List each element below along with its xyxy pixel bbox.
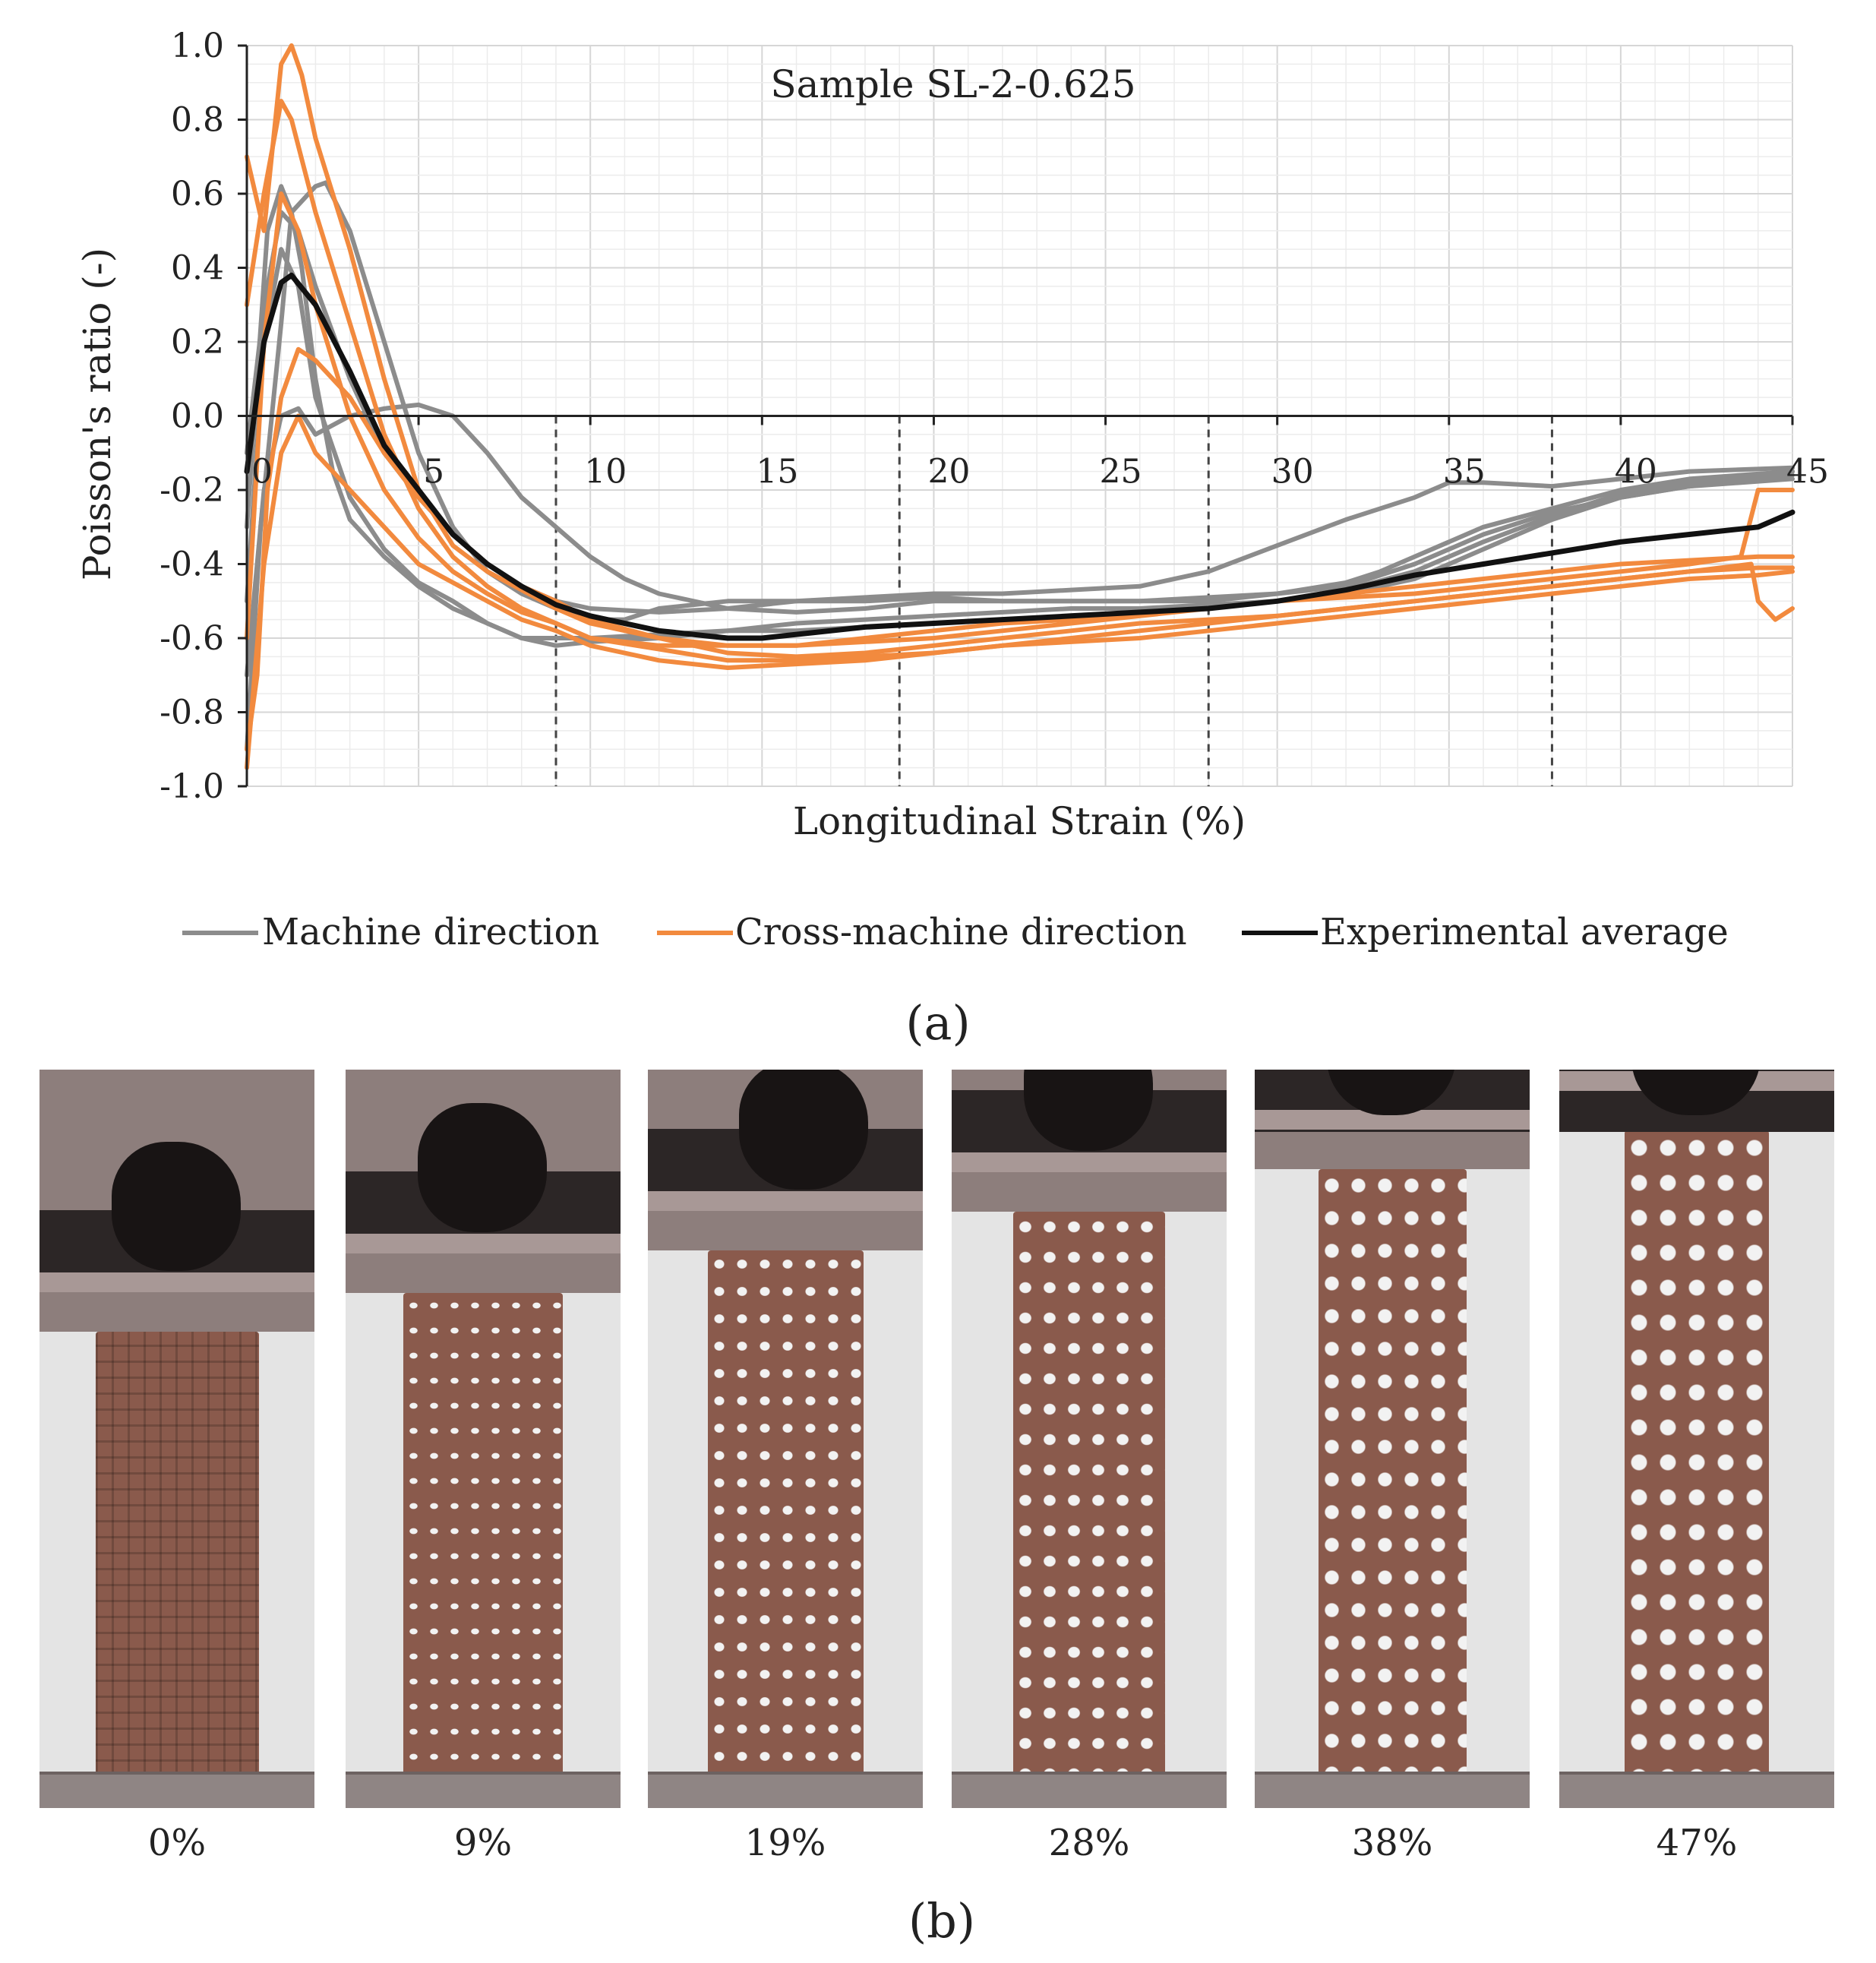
panel-label-a: (a) bbox=[905, 995, 971, 1051]
strain-photo bbox=[952, 1070, 1227, 1808]
lower-clamp bbox=[346, 1772, 621, 1808]
chart-legend: Machine direction Cross-machine directio… bbox=[182, 911, 1729, 953]
auxetic-sample-strip bbox=[708, 1250, 864, 1778]
series-line-machine bbox=[245, 210, 1795, 752]
chart-series bbox=[244, 43, 1795, 770]
series-line-cross bbox=[245, 99, 1795, 663]
strain-photo bbox=[648, 1070, 923, 1808]
auxetic-sample-strip bbox=[403, 1293, 563, 1778]
strain-caption: 9% bbox=[453, 1822, 513, 1864]
y-tick-label: 0.8 bbox=[171, 101, 224, 140]
y-tick-label: 0.0 bbox=[171, 397, 224, 436]
x-tick-label: 10 bbox=[584, 453, 627, 492]
x-tick-label: 40 bbox=[1615, 453, 1657, 492]
x-tick-label: 5 bbox=[423, 453, 444, 492]
series-line-cross bbox=[245, 413, 1795, 770]
x-axis-title: Longitudinal Strain (%) bbox=[793, 799, 1246, 843]
auxetic-sample-strip bbox=[1013, 1212, 1165, 1778]
poissons-ratio-chart: 1.0 0.8 0.6 0.4 0.2 0.0 -0.2 -0.4 -0.6 -0.8 -1.0 0 5… bbox=[75, 27, 1829, 953]
auxetic-sample-strip bbox=[96, 1332, 259, 1778]
y-tick-label: -0.2 bbox=[159, 471, 224, 510]
lower-clamp bbox=[39, 1772, 314, 1808]
upper-clamp-plate bbox=[952, 1152, 1227, 1172]
legend-label-average: Experimental average bbox=[1320, 911, 1729, 953]
strain-caption: 38% bbox=[1351, 1822, 1433, 1864]
auxetic-sample-strip bbox=[1625, 1130, 1769, 1778]
legend-label-machine: Machine direction bbox=[262, 911, 599, 953]
strain-caption: 19% bbox=[744, 1822, 826, 1864]
chart-axes: 1.0 0.8 0.6 0.4 0.2 0.0 -0.2 -0.4 -0.6 -0.8 -1.0 0 5… bbox=[159, 27, 1829, 806]
lower-clamp bbox=[1255, 1772, 1530, 1808]
series-line-machine bbox=[245, 210, 1795, 615]
strain-caption: 28% bbox=[1048, 1822, 1130, 1864]
auxetic-sample-strip bbox=[1319, 1169, 1467, 1778]
x-tick-label: 30 bbox=[1271, 453, 1314, 492]
lower-clamp bbox=[952, 1772, 1227, 1808]
clamp-knob bbox=[739, 1070, 868, 1190]
x-tick-label: 25 bbox=[1100, 453, 1142, 492]
y-tick-label: -0.4 bbox=[159, 545, 224, 584]
x-tick-label: 45 bbox=[1786, 453, 1829, 492]
series-line-average bbox=[244, 272, 1795, 641]
strain-photo bbox=[1559, 1070, 1834, 1808]
y-tick-label: 0.2 bbox=[171, 323, 224, 362]
lower-clamp bbox=[1559, 1772, 1834, 1808]
strain-caption: 47% bbox=[1656, 1822, 1738, 1864]
clamp-knob bbox=[418, 1103, 547, 1232]
strain-photo bbox=[39, 1070, 314, 1808]
x-tick-label: 20 bbox=[927, 453, 970, 492]
strain-photo bbox=[1255, 1070, 1530, 1808]
strain-caption: 0% bbox=[147, 1822, 207, 1864]
x-tick-label: 35 bbox=[1443, 453, 1486, 492]
y-tick-label: -0.8 bbox=[159, 694, 224, 732]
legend-label-cross: Cross-machine direction bbox=[735, 911, 1187, 953]
lower-clamp bbox=[648, 1772, 923, 1808]
clamp-knob bbox=[112, 1142, 241, 1271]
x-tick-label: 15 bbox=[756, 453, 798, 492]
y-tick-label: -1.0 bbox=[159, 767, 224, 806]
panel-label-b: (b) bbox=[908, 1893, 976, 1949]
upper-clamp-plate bbox=[39, 1272, 314, 1292]
y-tick-label: 1.0 bbox=[171, 27, 224, 65]
x-tick-label: 0 bbox=[251, 453, 273, 492]
upper-clamp-plate bbox=[648, 1191, 923, 1211]
strain-photo bbox=[346, 1070, 621, 1808]
y-axis-title: Poisson's ratio (-) bbox=[75, 248, 119, 580]
y-tick-label: 0.6 bbox=[171, 175, 224, 213]
y-tick-label: 0.4 bbox=[171, 249, 224, 288]
upper-clamp-plate bbox=[346, 1234, 621, 1253]
y-tick-label: -0.6 bbox=[159, 619, 224, 658]
chart-title: Sample SL-2-0.625 bbox=[770, 62, 1135, 106]
